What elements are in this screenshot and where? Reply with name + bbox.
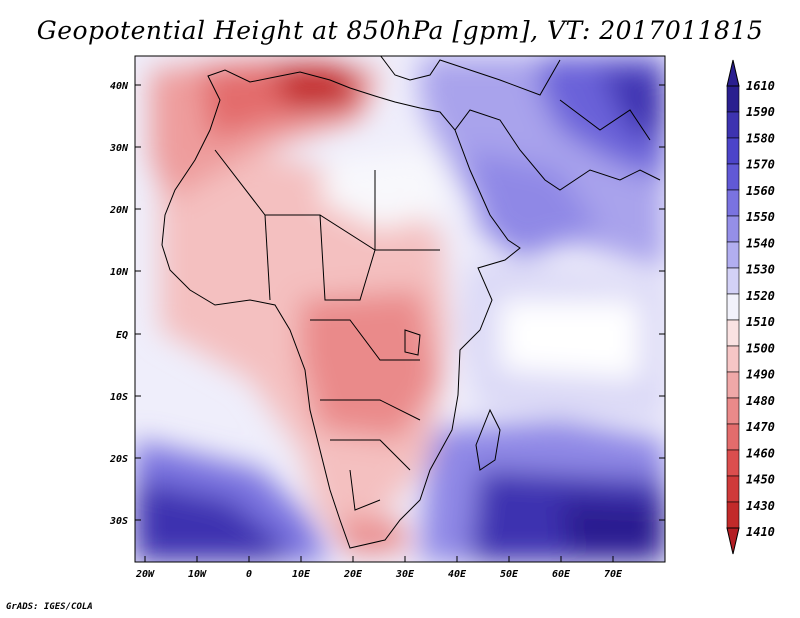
lat-label-30n: 30N <box>109 143 129 154</box>
colorbar-swatch <box>726 163 740 191</box>
lon-label-60e: 60E <box>552 569 571 580</box>
height-field <box>135 56 665 562</box>
colorbar-swatch <box>726 371 740 399</box>
colorbar-swatch <box>726 111 740 139</box>
colorbar-swatch <box>726 293 740 321</box>
lon-label-40e: 40E <box>448 569 467 580</box>
colorbar-level-label: 1540 <box>746 236 775 250</box>
colorbar-swatch <box>726 423 740 451</box>
colorbar-level-label: 1480 <box>746 394 775 408</box>
colorbar: 1610 1590 1580 1570 1560 1550 1540 1530 1520 1510… <box>726 59 775 555</box>
longitude-axis: 20W 10W 0 10E 20E 30E 40E 50E 60E 70E <box>135 556 623 580</box>
lat-label-20s: 20S <box>109 454 128 465</box>
lon-label-20w: 20W <box>135 569 155 580</box>
colorbar-swatch <box>726 267 740 295</box>
colorbar-swatch <box>726 475 740 503</box>
colorbar-level-label: 1570 <box>746 158 775 172</box>
colorbar-level-label: 1500 <box>746 341 775 355</box>
colorbar-level-label: 1430 <box>746 499 775 513</box>
lon-label-30e: 30E <box>395 569 415 580</box>
colorbar-level-label: 1610 <box>746 79 775 93</box>
colorbar-swatch <box>726 501 740 529</box>
colorbar-swatch <box>726 189 740 217</box>
lon-label-70e: 70E <box>604 569 623 580</box>
colorbar-level-label: 1460 <box>746 446 775 460</box>
colorbar-swatch <box>726 345 740 373</box>
colorbar-swatch <box>726 241 740 269</box>
lat-label-40n: 40N <box>110 81 129 92</box>
colorbar-swatch <box>726 449 740 477</box>
chart-title: Geopotential Height at 850hPa [gpm], VT:… <box>36 16 764 45</box>
colorbar-level-label: 1550 <box>746 210 775 224</box>
lat-label-10n: 10N <box>110 267 129 278</box>
colorbar-swatch <box>726 397 740 425</box>
colorbar-level-label: 1410 <box>746 525 775 539</box>
lat-label-30s: 30S <box>109 516 128 527</box>
grads-credit: GrADS: IGES/COLA <box>6 602 93 612</box>
lon-label-50e: 50E <box>500 569 519 580</box>
coastlines <box>161 56 661 549</box>
latitude-axis: 40N 30N 20N 10N EQ 10S 20S 30S <box>109 81 665 527</box>
map-frame <box>134 55 666 563</box>
colorbar-level-label: 1470 <box>746 420 775 434</box>
colorbar-swatch <box>726 319 740 347</box>
colorbar-bottom-arrow <box>726 527 740 555</box>
colorbar-level-label: 1510 <box>746 315 775 329</box>
colorbar-level-label: 1520 <box>746 289 775 303</box>
lon-label-10w: 10W <box>188 569 207 580</box>
colorbar-level-label: 1580 <box>746 131 775 145</box>
colorbar-level-label: 1530 <box>746 263 775 277</box>
lon-label-0: 0 <box>246 569 252 580</box>
lat-label-eq: EQ <box>116 330 128 341</box>
colorbar-swatch <box>726 85 740 113</box>
colorbar-level-label: 1490 <box>746 368 775 382</box>
colorbar-level-label: 1590 <box>746 105 775 119</box>
colorbar-labels: 1610 1590 1580 1570 1560 1550 1540 1530 1520 1510… <box>746 79 775 539</box>
lat-label-10s: 10S <box>110 392 128 403</box>
colorbar-swatch <box>726 137 740 165</box>
colorbar-top-arrow <box>726 59 740 87</box>
lon-label-20e: 20E <box>343 569 363 580</box>
colorbar-swatches <box>726 85 740 529</box>
lon-label-10e: 10E <box>292 569 311 580</box>
colorbar-level-label: 1450 <box>746 473 775 487</box>
colorbar-level-label: 1560 <box>746 184 775 198</box>
colorbar-swatch <box>726 215 740 243</box>
lat-label-20n: 20N <box>109 205 129 216</box>
